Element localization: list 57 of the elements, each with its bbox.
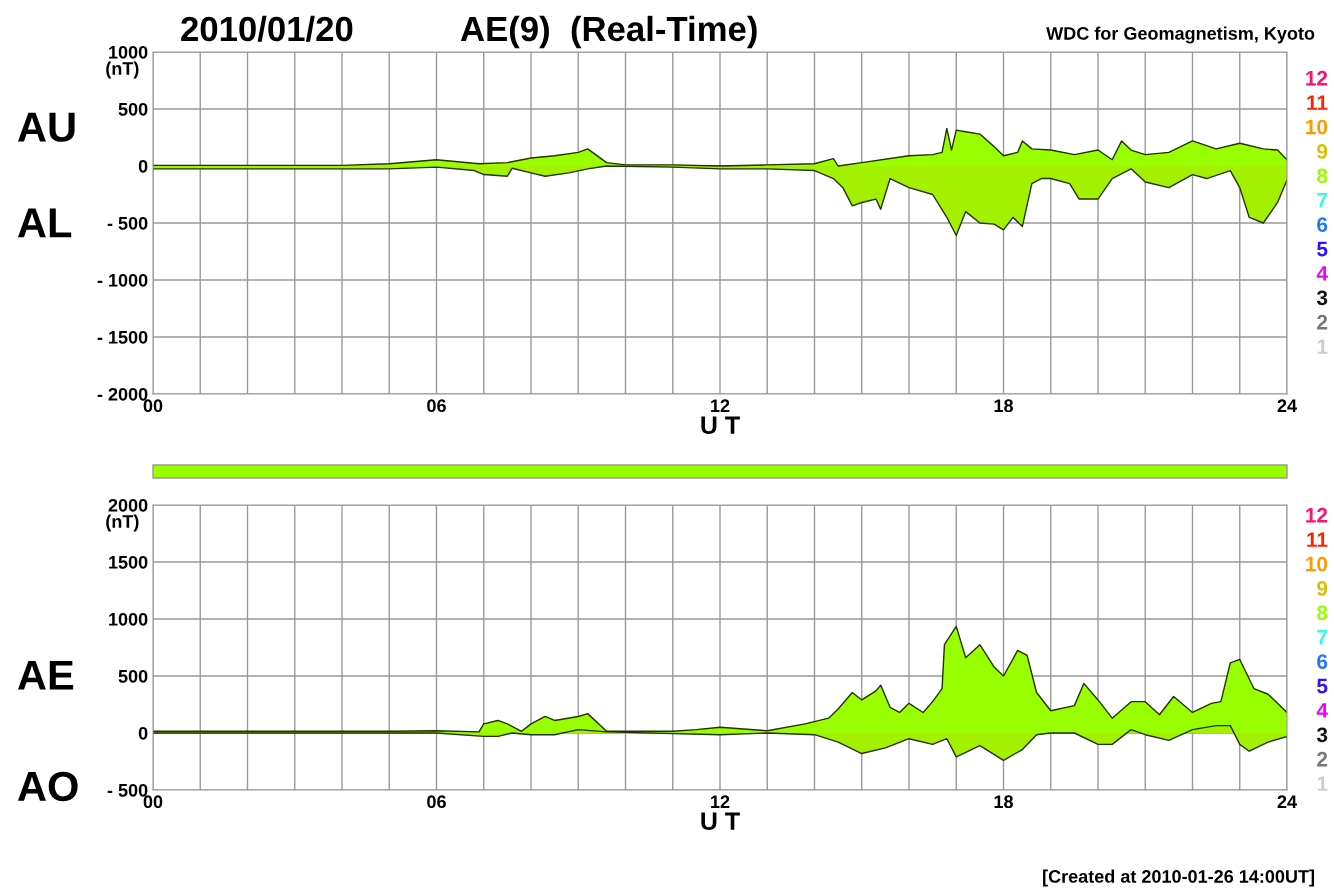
y-tick-label: 2000 xyxy=(108,498,148,512)
text: 11 xyxy=(1307,95,1328,110)
text: 8 xyxy=(1317,168,1328,184)
text: AL xyxy=(17,208,72,238)
text: 6 xyxy=(1317,217,1328,232)
x-tick-label: 18 xyxy=(994,399,1013,413)
text: AO xyxy=(17,771,78,802)
text: 7 xyxy=(1317,630,1328,645)
chart-subtitle: AE(9) (Real-Time) xyxy=(460,15,757,49)
text: 3 xyxy=(1316,290,1328,306)
text: 4 xyxy=(1316,266,1328,281)
text: AE xyxy=(17,660,74,690)
text: 2 xyxy=(1317,314,1328,330)
y-axis-title: (nT) xyxy=(106,61,139,79)
text: [Created at 2010-01-26 14:00UT] xyxy=(1043,869,1315,887)
y-tick-label: 0 xyxy=(138,726,148,740)
y-tick-label: 500 xyxy=(118,669,148,683)
y-tick-label: 0 xyxy=(138,159,148,173)
y-tick-label: - 500 xyxy=(107,783,148,797)
text: 9 xyxy=(1317,144,1328,159)
text: 11 xyxy=(1307,532,1328,547)
x-tick-label: 00 xyxy=(143,399,163,413)
series-label: AU xyxy=(17,112,75,142)
y-tick-label: - 1500 xyxy=(97,330,148,344)
y-tick-label: - 1000 xyxy=(97,273,148,287)
x-tick-label: 18 xyxy=(994,795,1013,809)
chart-title: 2010/01/20 xyxy=(181,15,353,42)
x-tick-label: 00 xyxy=(143,795,163,809)
y-tick-label: 500 xyxy=(118,102,148,116)
y-tick-label: - 2000 xyxy=(97,387,148,401)
x-tick-label: 06 xyxy=(427,795,446,809)
y-tick-label: 1000 xyxy=(109,612,148,626)
text: 10 xyxy=(1306,556,1328,572)
text: 4 xyxy=(1316,703,1328,718)
y-tick-label: - 500 xyxy=(107,216,148,230)
text: 3 xyxy=(1316,727,1328,743)
x-tick-label: 12 xyxy=(711,399,730,412)
text: 6 xyxy=(1317,654,1328,669)
x-tick-label: 24 xyxy=(1277,795,1297,808)
text: 12 xyxy=(1306,70,1328,86)
x-tick-label: 12 xyxy=(711,795,730,808)
x-tick-label: 24 xyxy=(1277,399,1297,412)
x-axis-title: U T xyxy=(701,812,740,831)
y-tick-label: 1500 xyxy=(109,555,148,569)
y-axis-title: (nT) xyxy=(106,514,139,532)
text: 2 xyxy=(1317,751,1328,767)
x-tick-label: 06 xyxy=(427,399,446,413)
text: 7 xyxy=(1317,193,1328,208)
y-tick-label: 1000 xyxy=(109,45,148,59)
text: 5 xyxy=(1317,241,1328,257)
text: 8 xyxy=(1317,605,1328,621)
text: 10 xyxy=(1306,119,1328,135)
text: 12 xyxy=(1306,507,1328,523)
text: 5 xyxy=(1317,678,1328,694)
text: 9 xyxy=(1317,581,1328,596)
x-axis-title: U T xyxy=(701,416,740,435)
text: WDC for Geomagnetism, Kyoto xyxy=(1046,26,1315,44)
